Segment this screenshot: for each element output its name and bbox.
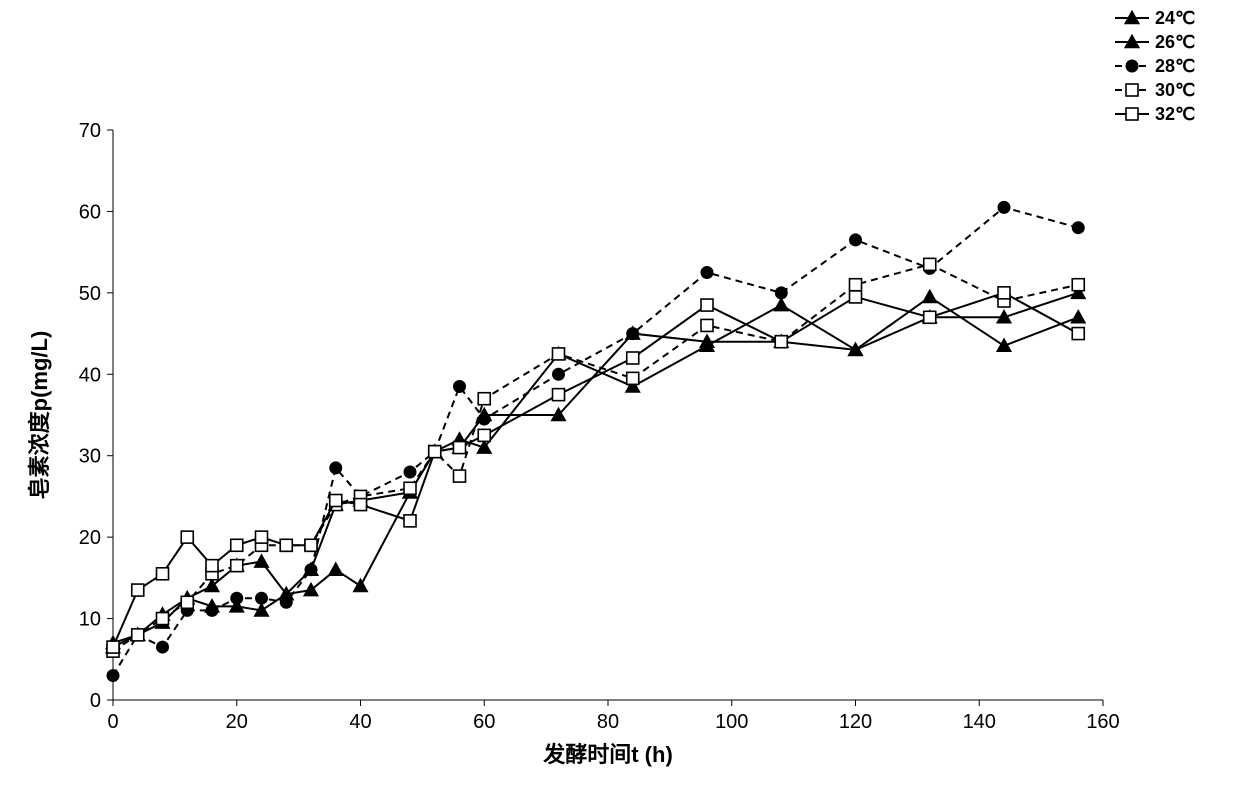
y-tick-label: 70 [79,120,101,142]
x-tick-label: 120 [839,711,872,733]
x-tick-label: 100 [715,711,748,733]
legend-label-t24: 24℃ [1155,8,1195,28]
y-axis-label: 皂素浓度p(mg/L) [27,331,52,500]
x-tick-label: 160 [1086,711,1119,733]
legend: 24℃ 26℃ 28℃ 30℃ 32℃ [1115,8,1195,124]
x-tick-label: 140 [963,711,996,733]
y-tick-label: 20 [79,527,101,549]
y-tick-label: 50 [79,283,101,305]
line-chart: 0 20 40 60 80 100 120 140 160 0 10 20 30 40 50 60 70 发酵时间… [0,0,1240,797]
x-axis-label: 发酵时间t (h) [542,742,673,767]
y-tick-label: 30 [79,446,101,468]
x-tick-label: 60 [473,711,495,733]
y-tick-label: 40 [79,364,101,386]
y-tick-label: 10 [79,609,101,631]
x-tick-label: 20 [226,711,248,733]
y-tick-label: 0 [90,690,101,712]
y-tick-label: 60 [79,201,101,223]
series-t24 [106,290,1086,649]
x-tick-label: 0 [107,711,118,733]
x-tick-label: 40 [349,711,371,733]
x-tick-label: 80 [597,711,619,733]
chart-container: 0 20 40 60 80 100 120 140 160 0 10 20 30 40 50 60 70 发酵时间… [0,0,1240,797]
series-t26 [106,286,1086,653]
legend-label-t30: 30℃ [1155,80,1195,100]
legend-label-t32: 32℃ [1155,104,1195,124]
series-t32 [107,287,1084,653]
legend-label-t26: 26℃ [1155,32,1195,52]
legend-label-t28: 28℃ [1155,56,1195,76]
